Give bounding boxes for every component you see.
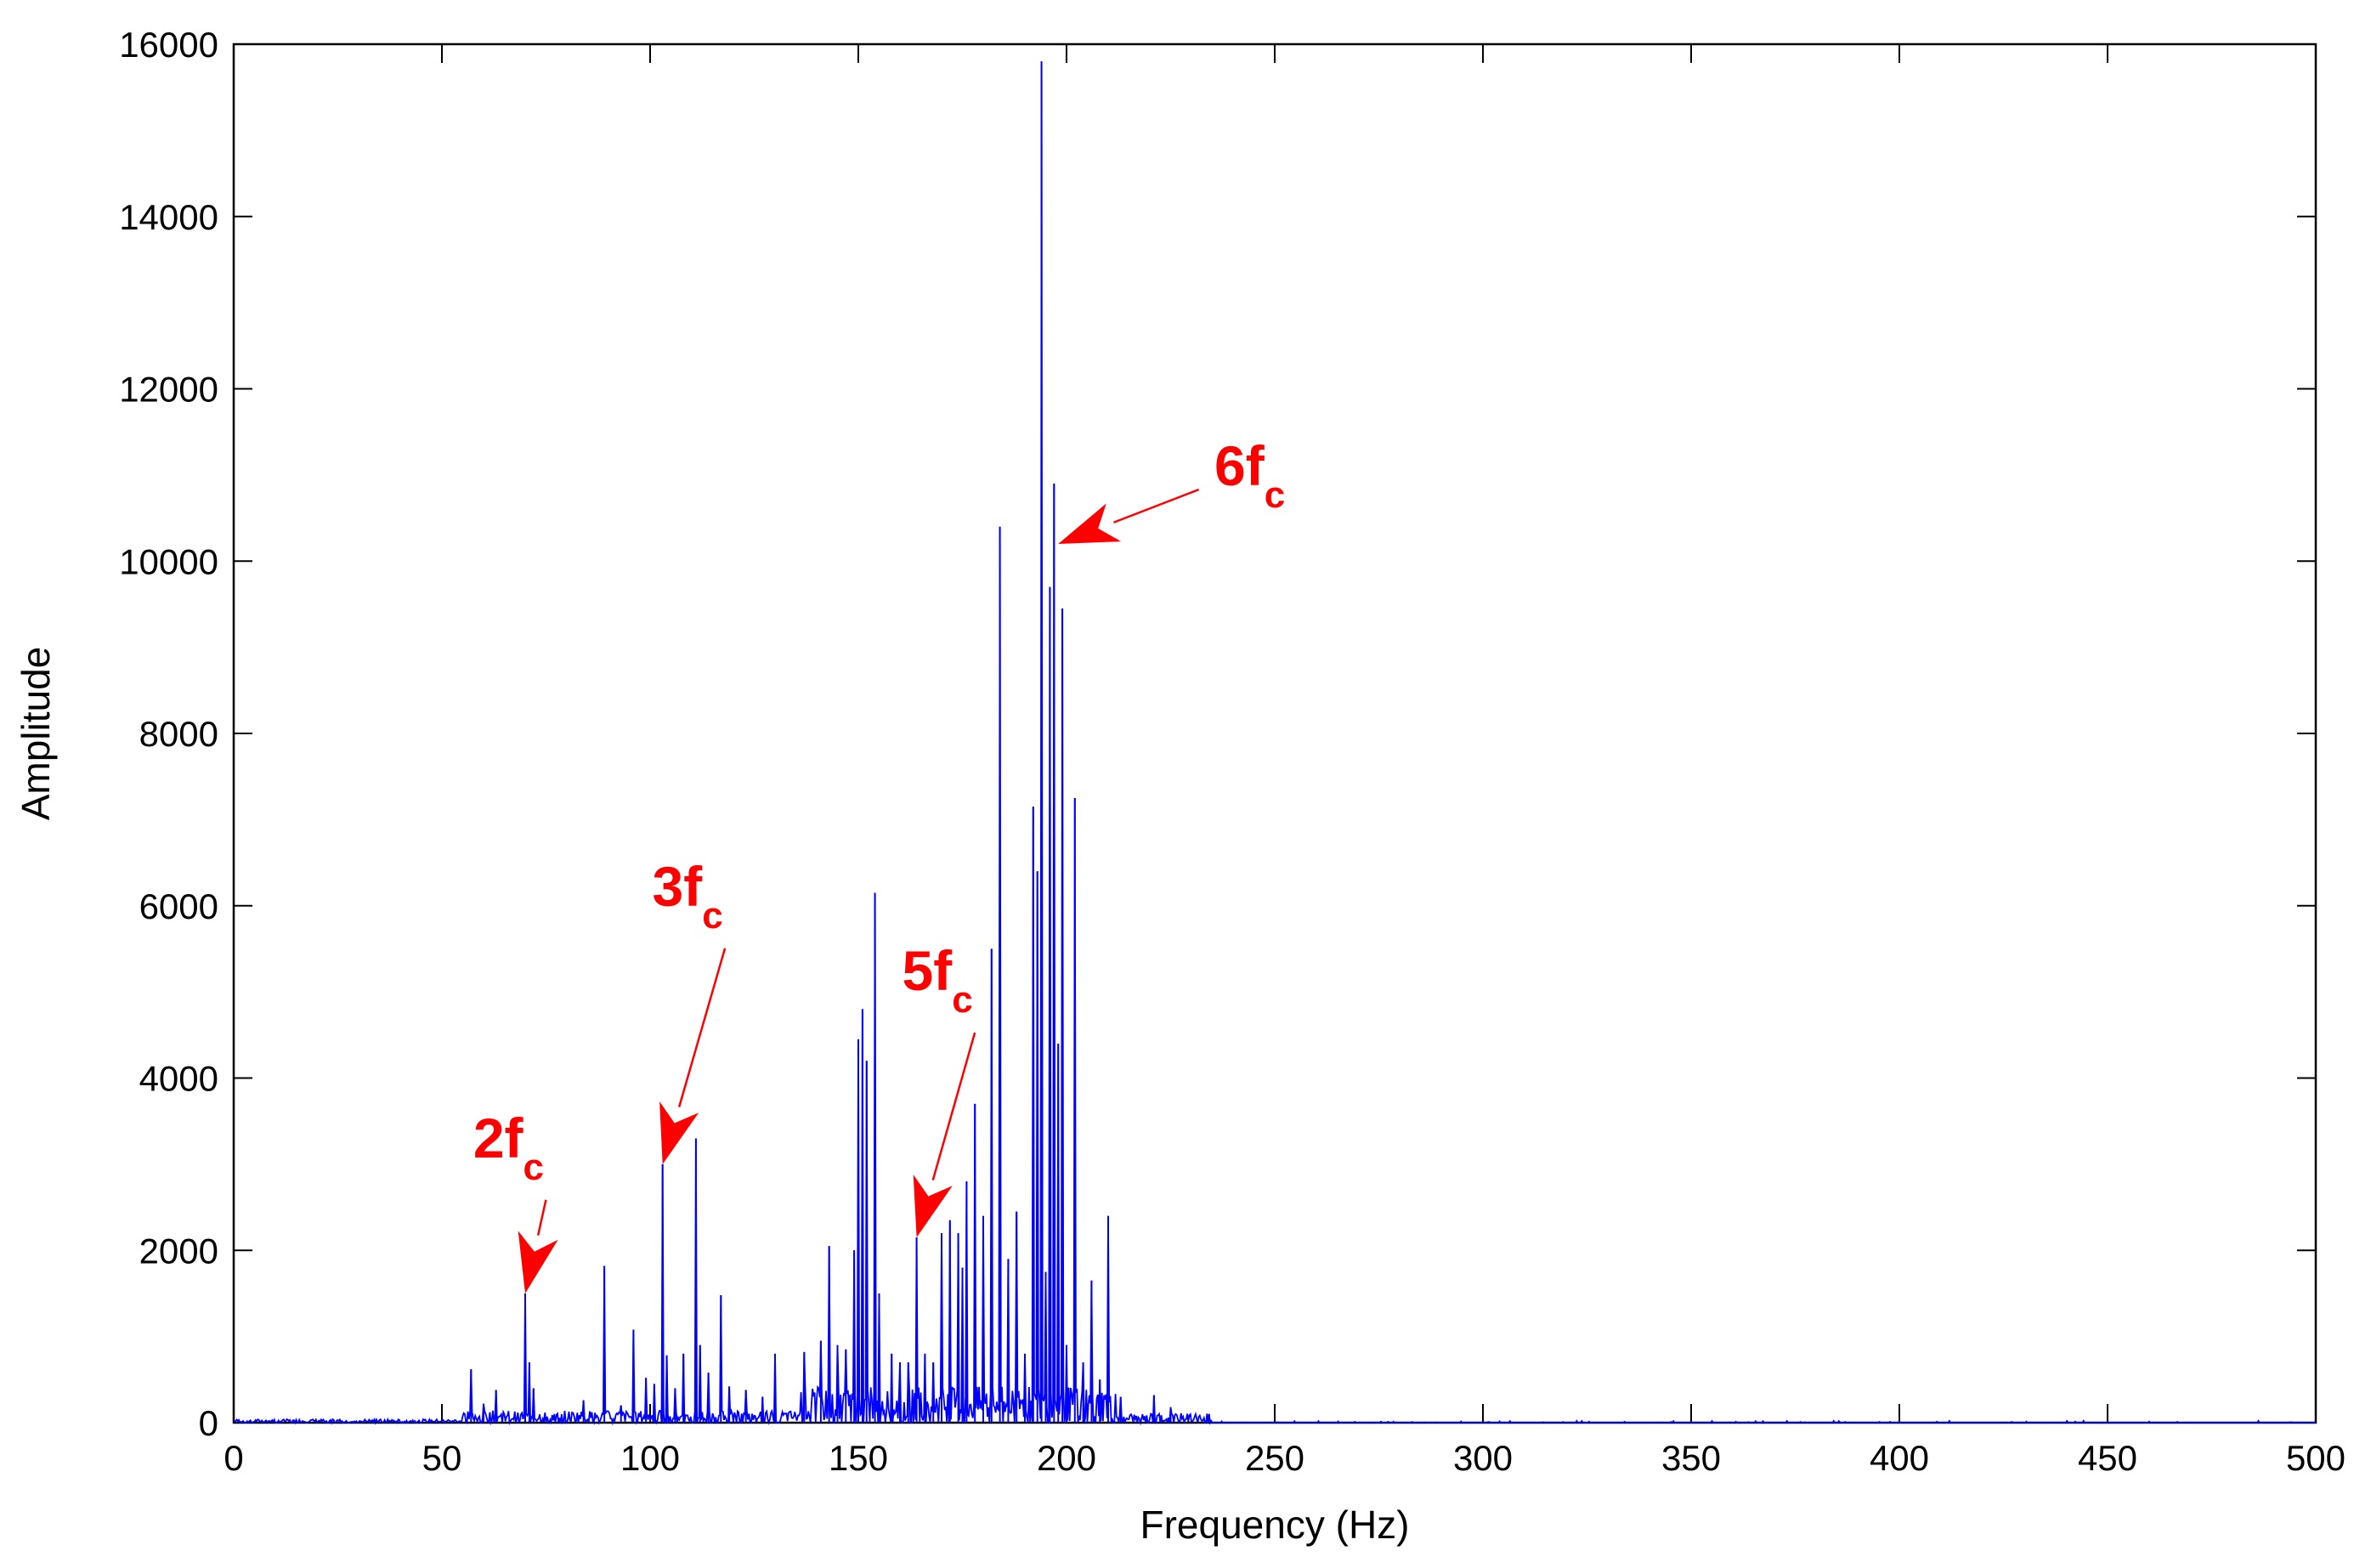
y-tick-label: 8000 xyxy=(139,714,218,754)
annotation-arrow-head xyxy=(518,1231,558,1293)
annotation-label: 5fc xyxy=(903,939,973,1021)
annotation-arrow-shaft xyxy=(931,1032,976,1181)
x-axis-title: Frequency (Hz) xyxy=(1140,1503,1410,1547)
annotation-label: 3fc xyxy=(653,855,723,937)
x-tick-label: 300 xyxy=(1453,1438,1513,1478)
y-tick-label: 2000 xyxy=(139,1231,218,1271)
x-tick-label: 400 xyxy=(1870,1438,1929,1478)
annotation-arrow-head xyxy=(913,1175,953,1237)
x-tick-label: 200 xyxy=(1037,1438,1096,1478)
axis-ticks: 0 50 100 150 200 250 300 350 400 450 500 0 2000 4000 6… xyxy=(119,25,2346,1478)
y-tick-label: 16000 xyxy=(119,25,218,65)
annotations: 2fc 3fc 5fc 6fc xyxy=(473,434,1285,1293)
y-tick-label: 6000 xyxy=(139,886,218,926)
y-tick-label: 14000 xyxy=(119,197,218,237)
annotation-arrow-head xyxy=(659,1101,699,1164)
x-tick-label: 100 xyxy=(620,1438,680,1478)
x-tick-label: 450 xyxy=(2078,1438,2137,1478)
y-axis-title: Amplitude xyxy=(14,647,58,821)
annotation-arrow-shaft xyxy=(677,948,727,1107)
x-tick-label: 150 xyxy=(829,1438,888,1478)
annotation-label: 6fc xyxy=(1214,434,1285,516)
annotation-label: 2fc xyxy=(473,1107,544,1188)
x-tick-label: 500 xyxy=(2286,1438,2346,1478)
spectrum-series xyxy=(233,61,2316,1426)
x-tick-label: 50 xyxy=(422,1438,462,1478)
spectrum-line xyxy=(233,61,2316,1426)
y-tick-label: 12000 xyxy=(119,370,218,410)
x-tick-label: 350 xyxy=(1661,1438,1721,1478)
annotation-arrow-shaft xyxy=(1113,488,1200,524)
plot-area xyxy=(232,42,2317,1424)
y-tick-label: 4000 xyxy=(139,1059,218,1099)
y-tick-label: 10000 xyxy=(119,541,218,581)
x-tick-label: 0 xyxy=(224,1438,243,1478)
annotation-arrow-shaft xyxy=(536,1199,547,1236)
x-tick-label: 250 xyxy=(1245,1438,1304,1478)
y-tick-label: 0 xyxy=(199,1403,218,1443)
annotation-arrow-head xyxy=(1058,503,1122,544)
